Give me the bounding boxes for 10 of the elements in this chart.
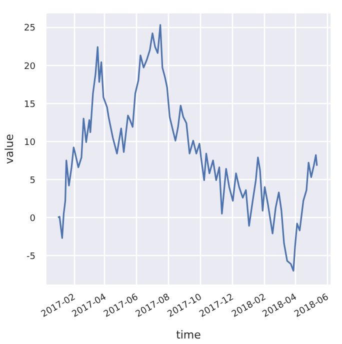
y-tick-label: 10 xyxy=(24,138,36,148)
y-tick-label: 20 xyxy=(24,62,36,72)
y-tick-label: 0 xyxy=(30,214,36,224)
x-axis-title: time xyxy=(176,328,202,342)
y-axis-title: value xyxy=(3,134,16,164)
line-series xyxy=(57,24,318,272)
y-tick-label: 15 xyxy=(24,100,36,110)
y-tick-label: 25 xyxy=(24,24,36,34)
y-tick-label: -5 xyxy=(26,252,36,262)
y-tick-label: 5 xyxy=(30,176,36,186)
